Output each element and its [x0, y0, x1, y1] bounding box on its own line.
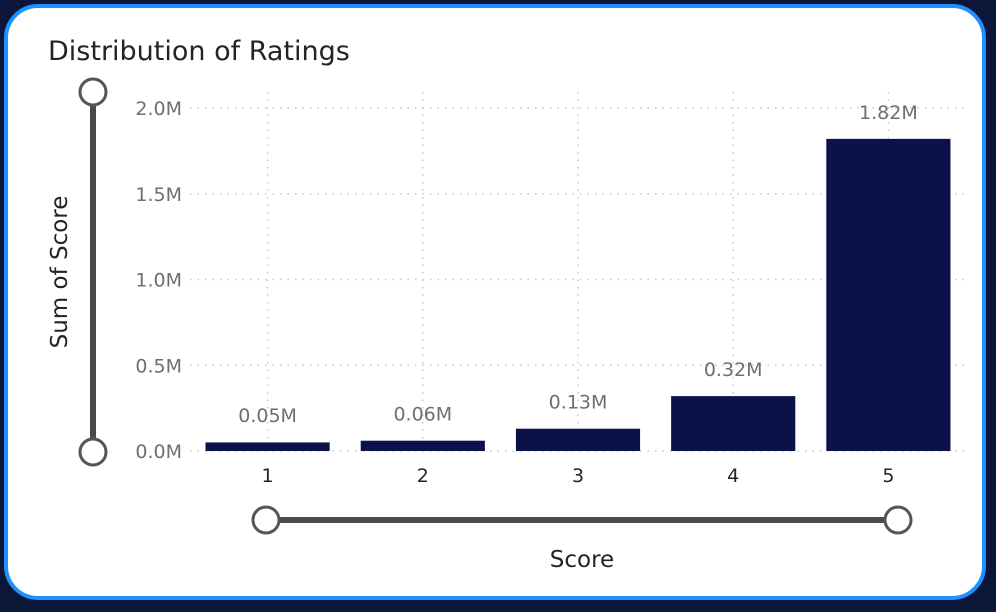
- bars: [205, 138, 951, 451]
- y-tick-label: 1.0M: [135, 270, 182, 292]
- data-label: 0.06M: [393, 404, 452, 426]
- chart-card: Distribution of Ratings: [4, 4, 986, 600]
- data-label: 1.82M: [859, 102, 918, 124]
- bar-5: [826, 138, 951, 451]
- x-tick-label: 3: [572, 465, 584, 487]
- x-zoom-slider-right-handle[interactable]: [883, 505, 913, 535]
- data-label: 0.13M: [549, 392, 608, 414]
- chart-title: Distribution of Ratings: [48, 36, 350, 67]
- bar-3: [515, 428, 641, 451]
- data-label: 0.32M: [704, 359, 763, 381]
- x-zoom-slider[interactable]: [251, 505, 913, 535]
- x-axis-title: Score: [550, 547, 614, 573]
- y-zoom-slider-top-handle[interactable]: [78, 77, 108, 107]
- x-tick-label: 5: [882, 465, 894, 487]
- y-zoom-slider-bottom-handle[interactable]: [78, 437, 108, 467]
- x-tick-label: 2: [417, 465, 429, 487]
- data-label: 0.05M: [238, 405, 297, 427]
- y-zoom-slider[interactable]: [78, 77, 108, 467]
- x-tick-label: 4: [727, 465, 739, 487]
- y-tick-label: 1.5M: [135, 184, 182, 206]
- y-axis-title: Sum of Score: [47, 196, 73, 349]
- y-tick-label: 0.5M: [135, 355, 182, 377]
- y-tick-label: 0.0M: [135, 441, 182, 463]
- data-labels: 0.05M 0.06M 0.13M 0.32M 1.82M: [238, 102, 918, 427]
- x-tick-label: 1: [262, 465, 274, 487]
- x-zoom-slider-left-handle[interactable]: [251, 505, 281, 535]
- bar-2: [360, 440, 485, 451]
- bar-1: [205, 442, 330, 451]
- y-axis-tick-labels: 0.0M 0.5M 1.0M 1.5M 2.0M: [135, 98, 182, 463]
- y-tick-label: 2.0M: [135, 98, 182, 120]
- x-axis-category-labels: 1 2 3 4 5: [262, 465, 895, 487]
- bar-4: [671, 396, 796, 451]
